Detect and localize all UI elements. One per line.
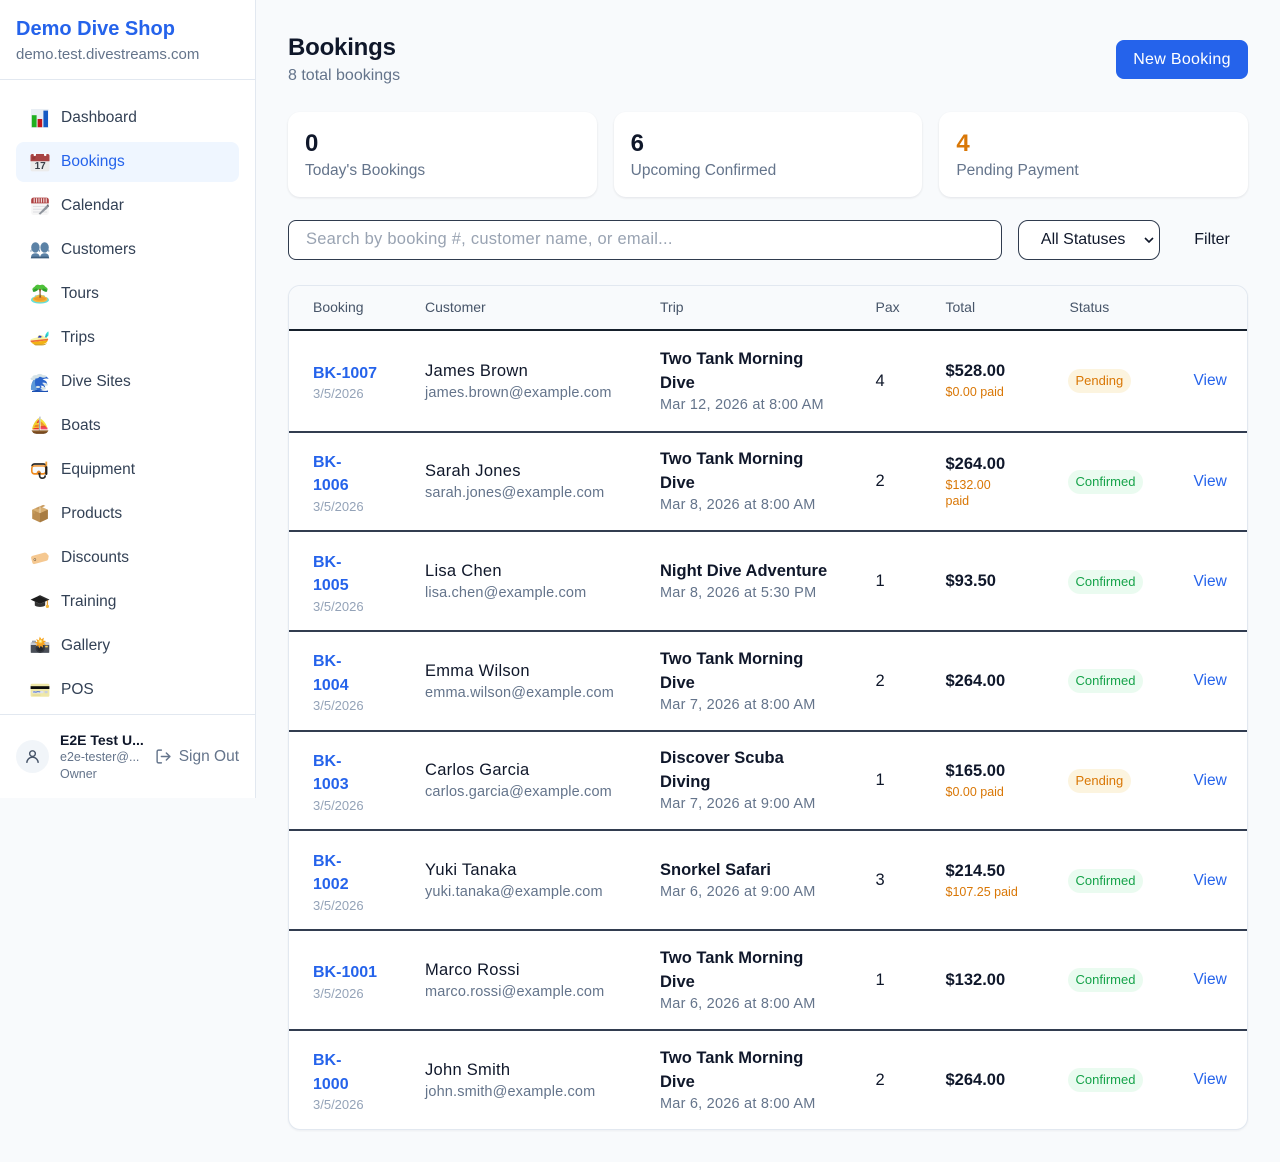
svg-text:17: 17 [35, 161, 47, 172]
